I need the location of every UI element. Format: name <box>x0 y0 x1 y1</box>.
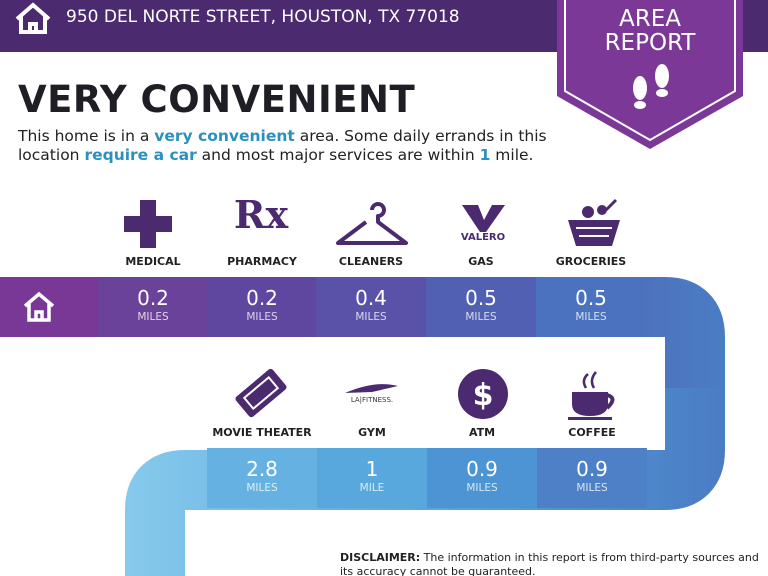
emphasis: very convenient <box>154 127 295 145</box>
service-name: GROCERIES <box>555 255 627 268</box>
badge <box>557 0 743 149</box>
address: 950 DEL NORTE STREET, HOUSTON, TX 77018 <box>66 7 460 27</box>
text: and most major services are within <box>196 146 480 164</box>
gym-icon <box>345 384 398 393</box>
service-name: GYM <box>358 426 386 439</box>
emphasis: require a car <box>84 146 197 164</box>
distance: 0.2 <box>137 286 169 310</box>
text: This home is in a <box>18 127 155 145</box>
gas-logo: VALERO <box>461 232 505 243</box>
distance: 0.5 <box>465 286 497 310</box>
home-icon <box>23 291 55 322</box>
distance: 0.4 <box>355 286 387 310</box>
distance: 1 <box>365 457 379 481</box>
disclaimer-label: DISCLAIMER: <box>340 551 421 564</box>
cell <box>426 277 536 337</box>
cell <box>536 277 646 337</box>
distance-unit: MILES <box>137 311 169 323</box>
atm-logo: $ <box>473 378 494 413</box>
disclaimer: DISCLAIMER: The information in this repo… <box>340 551 765 576</box>
service-name: GAS <box>468 255 494 268</box>
medical-icon <box>124 200 172 248</box>
distance: 0.2 <box>246 286 278 310</box>
cell <box>316 277 426 337</box>
atm-icon <box>458 369 508 419</box>
home-icon <box>15 2 51 34</box>
pharmacy-icon: Rx <box>234 192 289 237</box>
distance-unit: MILES <box>246 311 278 323</box>
gym-logo: LA|FITNESS. <box>351 396 393 404</box>
service-name: MEDICAL <box>125 255 181 268</box>
distance: 0.9 <box>466 457 498 481</box>
distance: 0.9 <box>576 457 608 481</box>
headline: VERY CONVENIENT <box>18 78 416 121</box>
route-band <box>0 277 725 390</box>
cell <box>537 448 647 508</box>
text: location <box>18 146 85 164</box>
text: mile. <box>490 146 534 164</box>
intro-line: location require a car and most major se… <box>18 146 533 164</box>
coffee-icon <box>568 371 615 420</box>
service-name: PHARMACY <box>227 255 297 268</box>
disclaimer-text: The information in this report is from t… <box>340 551 759 576</box>
groceries-icon <box>568 198 620 246</box>
text: area. Some daily errands in this <box>294 127 547 145</box>
service-name: COFFEE <box>568 426 616 439</box>
gas-icon <box>462 205 505 232</box>
cleaners-icon <box>336 202 408 245</box>
distance-unit: MILE <box>359 482 385 494</box>
distance: 0.5 <box>575 286 607 310</box>
intro-line: This home is in a very convenient area. … <box>18 127 547 145</box>
distance-unit: MILES <box>465 311 497 323</box>
cell <box>317 448 427 508</box>
service-name: ATM <box>468 426 496 439</box>
cell <box>98 277 207 337</box>
cell <box>207 448 317 508</box>
distance-unit: MILES <box>466 482 498 494</box>
distance-unit: MILES <box>246 482 278 494</box>
distance-unit: MILES <box>575 311 607 323</box>
emphasis: 1 <box>479 146 491 164</box>
cell <box>207 277 316 337</box>
service-name: MOVIE THEATER <box>212 426 312 439</box>
distance: 2.8 <box>246 457 278 481</box>
service-name: CLEANERS <box>338 255 404 268</box>
distance-unit: MILES <box>355 311 387 323</box>
movie-icon <box>235 368 287 418</box>
distance-unit: MILES <box>576 482 608 494</box>
cell <box>427 448 537 508</box>
badge-border <box>564 0 736 142</box>
footprints <box>633 64 669 109</box>
badge-text: REPORT <box>604 30 696 56</box>
badge-text: AREA <box>619 6 681 32</box>
